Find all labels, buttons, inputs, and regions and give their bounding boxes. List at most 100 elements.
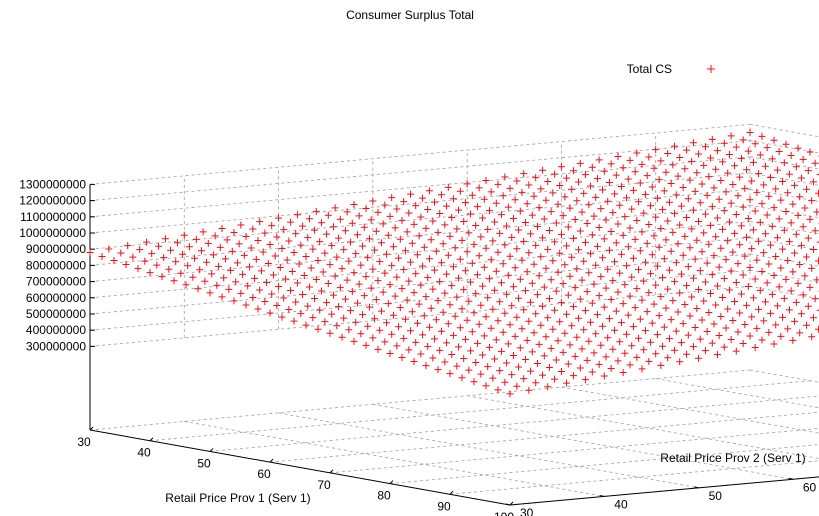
data-point — [616, 269, 624, 277]
data-point — [600, 235, 608, 243]
data-point — [713, 282, 721, 290]
data-point — [436, 210, 444, 218]
data-point — [760, 181, 768, 189]
data-point — [746, 129, 754, 136]
data-point — [801, 272, 809, 280]
data-point — [252, 255, 260, 263]
data-point — [345, 257, 353, 265]
data-point — [396, 304, 404, 312]
data-point — [779, 177, 787, 185]
data-point — [791, 181, 799, 189]
data-point — [465, 297, 473, 305]
data-point — [477, 370, 485, 378]
data-point — [748, 245, 756, 253]
data-point — [513, 177, 521, 185]
data-point — [405, 277, 413, 285]
data-point — [602, 353, 610, 361]
data-point — [379, 220, 387, 228]
data-point — [758, 200, 766, 208]
data-point — [309, 245, 317, 253]
data-point — [249, 225, 257, 233]
data-point — [449, 331, 457, 339]
data-point — [705, 173, 713, 181]
data-point — [348, 219, 356, 227]
data-point — [794, 211, 802, 219]
data-point — [477, 233, 485, 241]
data-point — [266, 241, 274, 249]
data-point — [775, 283, 783, 291]
axes: 3040506070809010030405060708090100300000… — [19, 177, 819, 516]
data-point — [563, 310, 571, 318]
data-point — [196, 266, 204, 274]
data-point — [739, 271, 747, 279]
data-point — [343, 276, 351, 284]
data-point — [460, 217, 468, 225]
data-point — [583, 356, 591, 364]
data-point — [544, 383, 552, 391]
data-point — [753, 188, 761, 196]
data-point — [689, 274, 697, 282]
data-point — [700, 297, 708, 305]
data-point — [444, 251, 452, 259]
data-point — [353, 231, 361, 239]
data-point — [696, 335, 704, 343]
data-point — [324, 280, 332, 288]
data-point — [737, 154, 745, 162]
data-point — [614, 220, 622, 228]
data-point — [614, 288, 622, 296]
z-tick-label: 900000000 — [26, 242, 86, 256]
data-point — [463, 180, 471, 188]
data-point — [664, 285, 672, 293]
data-point — [681, 301, 689, 309]
data-point — [475, 252, 483, 260]
data-point — [677, 270, 685, 278]
data-point — [251, 274, 259, 282]
data-point — [765, 328, 773, 336]
data-point — [652, 281, 660, 289]
data-point — [369, 197, 377, 205]
data-point — [271, 252, 279, 260]
data-point — [693, 236, 701, 244]
data-point — [242, 301, 250, 309]
data-point — [708, 203, 716, 211]
data-point — [259, 248, 267, 256]
data-point — [688, 225, 696, 233]
data-point — [460, 355, 468, 362]
data-point — [808, 333, 816, 341]
data-point — [652, 146, 660, 154]
data-point — [518, 188, 526, 196]
data-point — [785, 238, 793, 246]
data-point — [767, 174, 775, 182]
x-tick-label: 90 — [437, 499, 451, 513]
data-point — [439, 308, 447, 316]
data-point — [588, 231, 596, 239]
data-point — [172, 258, 180, 266]
data-point — [629, 254, 637, 262]
data-point — [365, 235, 373, 243]
data-point — [432, 316, 440, 324]
data-point — [758, 336, 766, 344]
data-point — [602, 284, 610, 292]
data-point — [804, 302, 812, 310]
data-point — [770, 271, 778, 279]
data-point — [600, 372, 608, 380]
data-point — [473, 339, 481, 347]
data-point — [628, 273, 636, 281]
data-point — [542, 264, 550, 272]
data-point — [367, 216, 375, 224]
data-point — [662, 168, 670, 176]
data-point — [643, 239, 651, 247]
data-point — [335, 234, 343, 242]
data-point — [770, 340, 778, 348]
data-point — [734, 192, 742, 200]
data-point — [384, 300, 392, 308]
data-point — [772, 185, 780, 193]
data-point — [312, 207, 320, 215]
data-point — [525, 386, 533, 394]
data-point — [571, 216, 579, 224]
data-point — [413, 251, 421, 259]
data-point — [273, 233, 281, 241]
z-tick-label: 700000000 — [26, 275, 86, 289]
data-point — [775, 215, 783, 223]
data-point — [633, 217, 641, 225]
